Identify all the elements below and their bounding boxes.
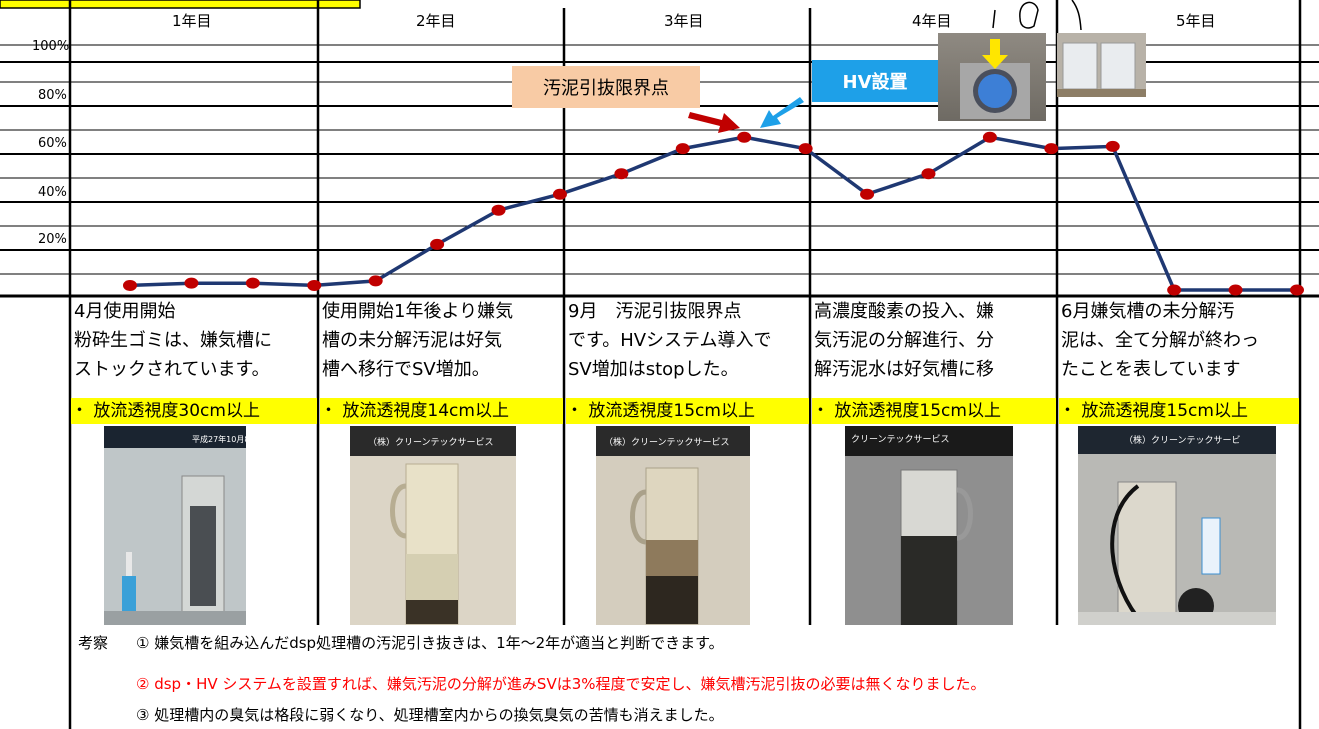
year5-description: 6月嫌気槽の未分解汚 泥は、全て分解が終わっ たことを表しています (1061, 301, 1259, 380)
data-point (798, 143, 813, 155)
year2-description: 使用開始1年後より嫌気 槽の未分解汚泥は好気 槽へ移行でSV増加。 (322, 301, 514, 380)
y-tick-label: 100% (32, 39, 70, 54)
hv-install-callout: HV設置 (812, 60, 938, 102)
data-point (307, 279, 322, 291)
year1-photo-caption: 平成27年10月8 (192, 434, 246, 444)
year5-sample-photo: （株）クリーンテックサービ (1078, 426, 1276, 625)
hv-install-arrow (760, 97, 804, 128)
sludge-limit-arrow (688, 112, 740, 133)
data-point (368, 275, 383, 287)
year3-description: 9月 汚泥引抜限界点 です。HVシステム導入で SV増加はstopした。 (568, 301, 772, 380)
data-point (184, 277, 199, 289)
data-point (1105, 140, 1120, 152)
data-point (675, 143, 690, 155)
hv-device-photo (938, 33, 1046, 121)
column-header-year3: 3年目 (664, 12, 704, 30)
year3-photo-caption: （株）クリーンテックサービス (604, 436, 730, 448)
year3-sample-photo: （株）クリーンテックサービス (596, 426, 750, 625)
year4-clarity-band: ・ 放流透視度15cm以上 (812, 398, 1056, 424)
sludge-limit-callout: 汚泥引抜限界点 (512, 66, 700, 108)
column-header-year1: 1年目 (172, 12, 212, 30)
y-tick-label: 60% (38, 136, 67, 151)
note-line-1: ① 嫌気槽を組み込んだdsp処理槽の汚泥引き抜きは、1年～2年が適当と判断できま… (136, 634, 724, 652)
column-header-year2: 2年目 (416, 12, 456, 30)
notes-heading: 考察 (78, 634, 109, 652)
year3-clarity-band: ・ 放流透視度15cm以上 (566, 398, 809, 424)
y-tick-label: 20% (38, 232, 67, 247)
y-tick-label: 80% (38, 88, 67, 103)
data-point (552, 188, 567, 200)
year2-clarity-band: ・ 放流透視度14cm以上 (320, 398, 563, 424)
data-point (921, 168, 936, 180)
year4-sample-photo: クリーンテックサービス (845, 426, 1013, 625)
note-line-2: ② dsp・HV システムを設置すれば、嫌気汚泥の分解が進みSVは3%程度で安定… (136, 675, 986, 693)
year5-clarity-band: ・ 放流透視度15cm以上 (1059, 398, 1299, 424)
data-point (123, 279, 137, 291)
data-point (1044, 143, 1059, 155)
data-point (860, 188, 875, 200)
sketch-mark (992, 0, 1082, 31)
data-point (245, 277, 260, 289)
data-point (1228, 284, 1243, 296)
data-point (737, 131, 752, 143)
column-header-year4: 4年目 (912, 12, 952, 30)
year1-description: 4月使用開始 粉砕生ゴミは、嫌気槽に ストックされています。 (74, 301, 272, 380)
year1-sample-photo: 平成27年10月8 (104, 426, 246, 625)
year5-photo-caption: （株）クリーンテックサービ (1124, 434, 1241, 446)
column-header-year5: 5年目 (1176, 12, 1216, 30)
data-point (1167, 284, 1182, 296)
data-point (614, 168, 629, 180)
note-line-3: ③ 処理槽内の臭気は格段に弱くなり、処理槽室内からの換気臭気の苦情も消えました。 (136, 706, 724, 724)
title-strip (0, 0, 361, 9)
y-tick-label: 40% (38, 185, 67, 200)
year2-photo-caption: （株）クリーンテックサービス (368, 436, 494, 448)
column-dividers (68, 0, 1302, 729)
year4-photo-caption: クリーンテックサービス (851, 434, 950, 445)
data-point (982, 131, 997, 143)
series-line (129, 135, 1297, 292)
data-point (430, 238, 445, 250)
data-point (1290, 284, 1304, 296)
year1-clarity-band: ・ 放流透視度30cm以上 (71, 398, 317, 424)
hv-unit-photo (1057, 33, 1146, 97)
year2-sample-photo: （株）クリーンテックサービス (350, 426, 516, 625)
data-point (491, 204, 506, 216)
year4-description: 高濃度酸素の投入、嫌 気汚泥の分解進行、分 解汚泥水は好気槽に移 (814, 301, 994, 380)
